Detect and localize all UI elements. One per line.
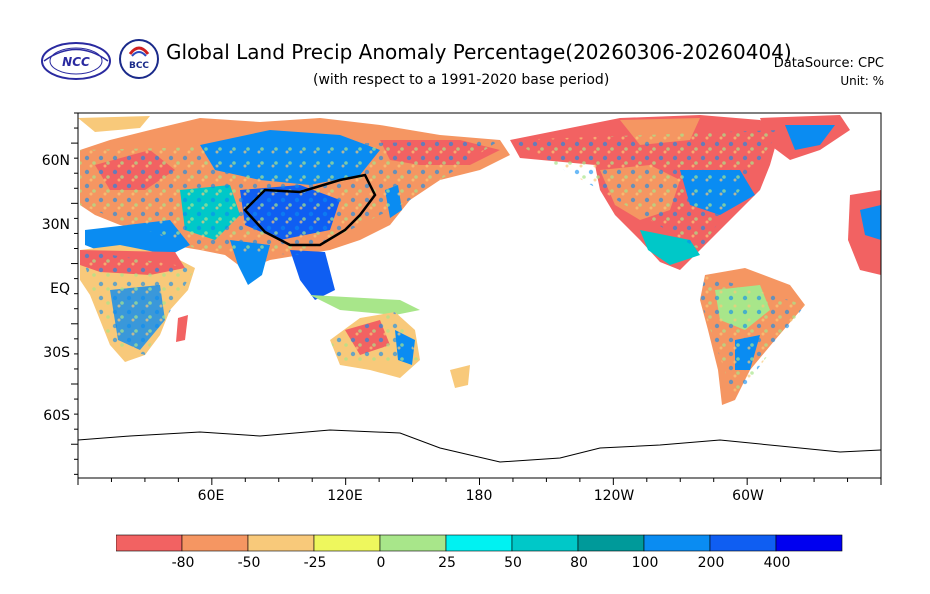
colorbar-label: 0 xyxy=(376,555,386,571)
colorbar-label: -25 xyxy=(303,555,327,571)
lon-label-120e: 120E xyxy=(327,488,363,504)
colorbar-label: -80 xyxy=(171,555,195,571)
colorbar-label: 400 xyxy=(763,555,791,571)
colorbar-label: 100 xyxy=(631,555,659,571)
colorbar-swatch xyxy=(445,534,513,552)
lat-label-60s: 60S xyxy=(43,408,70,424)
colorbar-swatch xyxy=(313,534,381,552)
lat-label-30s: 30S xyxy=(43,345,70,361)
data-source: DataSource: CPC xyxy=(773,56,884,71)
map-subtitle: (with respect to a 1991-2020 base period… xyxy=(313,72,610,88)
lon-label-60e: 60E xyxy=(197,488,225,504)
lat-label-30n: 30N xyxy=(41,217,70,233)
colorbar-label: -50 xyxy=(237,555,261,571)
lon-label-180: 180 xyxy=(465,488,493,504)
antarctica-coast xyxy=(78,429,881,463)
lat-label-eq: EQ xyxy=(50,281,70,297)
colorbar-swatch xyxy=(511,534,579,552)
lon-label-60w: 60W xyxy=(732,488,764,504)
colorbar-swatch xyxy=(775,534,843,552)
colorbar-swatch xyxy=(643,534,711,552)
svg-text:BCC: BCC xyxy=(129,61,149,71)
lon-label-120w: 120W xyxy=(593,488,635,504)
unit-label: Unit: % xyxy=(840,74,884,88)
map-title: Global Land Precip Anomaly Percentage(20… xyxy=(166,40,792,64)
colorbar-swatch xyxy=(379,534,447,552)
ncc-logo: NCC xyxy=(41,42,111,80)
colorbar-label: 25 xyxy=(438,555,456,571)
colorbar-swatch xyxy=(116,534,183,552)
svg-text:NCC: NCC xyxy=(62,55,90,69)
colorbar-swatch xyxy=(709,534,777,552)
colorbar-label: 80 xyxy=(570,555,588,571)
colorbar-label: 200 xyxy=(697,555,725,571)
colorbar-swatch xyxy=(181,534,249,552)
land-fields xyxy=(78,115,881,463)
colorbar xyxy=(116,534,843,552)
lat-label-60n: 60N xyxy=(41,153,70,169)
bcc-logo: BCC xyxy=(119,39,159,79)
axis-ticks xyxy=(71,112,882,485)
colorbar-swatch xyxy=(577,534,645,552)
china-border xyxy=(243,173,377,247)
colorbar-label: 50 xyxy=(504,555,522,571)
colorbar-swatch xyxy=(247,534,315,552)
